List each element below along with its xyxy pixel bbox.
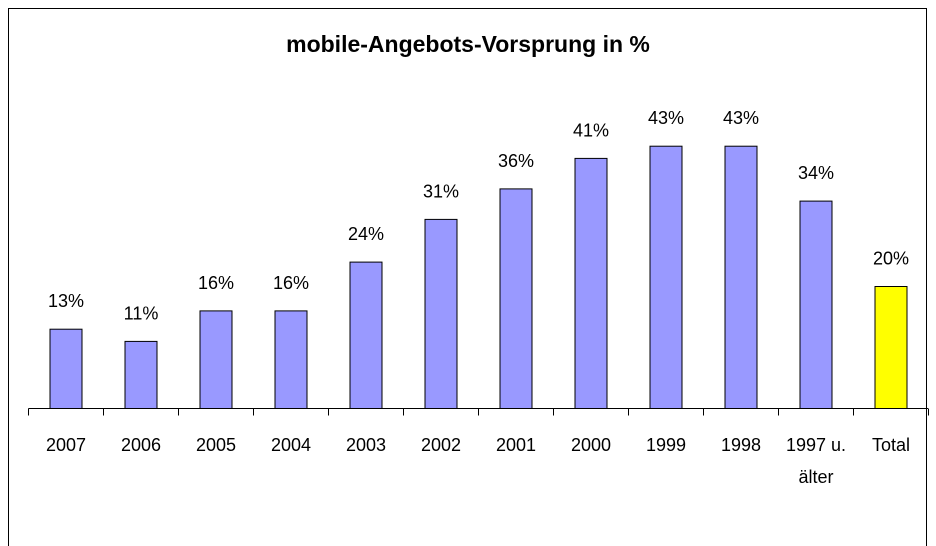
x-tick-label: 2007 (45, 435, 87, 455)
bar (424, 218, 458, 409)
data-label: 31% (423, 181, 459, 201)
data-label: 34% (798, 163, 834, 183)
data-label: 43% (723, 108, 759, 128)
bar (799, 200, 833, 409)
chart-title: mobile-Angebots-Vorsprung in % (286, 31, 650, 57)
data-label: 11% (124, 303, 159, 323)
bar (874, 286, 908, 409)
bar (49, 328, 83, 410)
x-tick-label: Total (871, 435, 911, 455)
x-tick-label: 2002 (420, 435, 462, 455)
data-label: 16% (273, 273, 309, 293)
bar (574, 157, 608, 409)
bar (349, 261, 383, 409)
data-label: 43% (648, 108, 684, 128)
x-tick-label: 1998 (720, 435, 762, 455)
data-label: 41% (573, 120, 609, 140)
bar (199, 310, 233, 409)
bar (724, 145, 758, 409)
data-label: 13% (48, 291, 84, 311)
x-tick-label: 1999 (645, 435, 687, 455)
data-label: 16% (198, 273, 234, 293)
bar (649, 145, 683, 409)
chart-frame (8, 8, 927, 546)
bar (124, 340, 158, 409)
x-tick-label: 2006 (120, 435, 162, 455)
data-label: 36% (498, 151, 534, 171)
x-tick-label: 1997 u. älter (785, 435, 847, 487)
data-label: 24% (348, 224, 384, 244)
x-tick-label: 2000 (570, 435, 612, 455)
data-label: 20% (873, 249, 909, 269)
x-tick-label: 2005 (195, 435, 237, 455)
x-tick-label: 2003 (345, 435, 387, 455)
x-tick-label: 2001 (495, 435, 537, 455)
x-tick-label: 2004 (270, 435, 312, 455)
bar (274, 310, 308, 409)
bar (499, 188, 533, 409)
